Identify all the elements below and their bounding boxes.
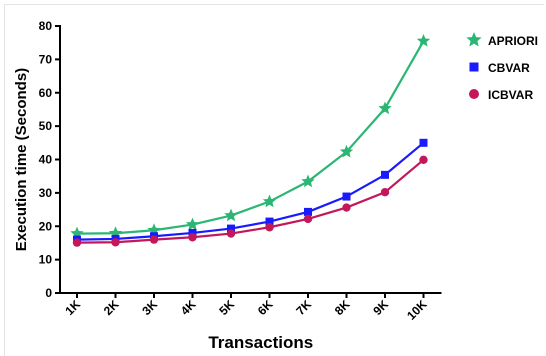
data-point: [304, 207, 312, 216]
data-point: [185, 217, 200, 231]
x-tick-label: 2K: [101, 297, 122, 318]
y-tick-label: 0: [45, 286, 52, 300]
data-point: [339, 144, 354, 158]
x-tick-label: 8K: [332, 297, 353, 318]
data-point: [111, 238, 120, 247]
data-point: [416, 34, 431, 47]
x-tick-label: 1K: [62, 297, 83, 318]
legend-item: APRIORI: [466, 32, 538, 48]
data-point: [303, 214, 313, 224]
data-point: [301, 174, 315, 188]
y-tick-label: 40: [39, 153, 53, 167]
series-cbvar: [73, 138, 428, 244]
y-tick-label: 30: [39, 186, 53, 200]
legend-marker-circle-icon: [469, 89, 479, 99]
legend-label: ICBVAR: [488, 88, 533, 102]
x-tick-label: 5K: [216, 297, 237, 318]
data-point: [342, 203, 351, 212]
legend-item: CBVAR: [469, 61, 530, 75]
y-tick-label: 70: [39, 52, 53, 66]
data-point: [419, 155, 428, 165]
data-point: [226, 229, 236, 238]
x-tick-label: 4K: [178, 297, 199, 318]
series-line: [76, 141, 425, 241]
legend-marker-star-icon: [466, 32, 482, 47]
series-line: [76, 158, 425, 244]
data-point: [188, 228, 197, 237]
data-point: [419, 138, 428, 147]
x-axis-title: Transactions: [208, 333, 313, 352]
data-point: [188, 233, 197, 242]
data-point: [227, 224, 235, 233]
legend-label: APRIORI: [488, 34, 538, 48]
data-point: [378, 101, 392, 115]
data-point: [262, 194, 277, 208]
series-layer: [70, 34, 431, 247]
data-point: [265, 217, 274, 226]
legend-label: CBVAR: [488, 61, 530, 75]
legend-item: ICBVAR: [469, 88, 533, 102]
data-point: [342, 192, 351, 201]
x-tick-label: 3K: [139, 297, 160, 318]
data-point: [149, 235, 159, 244]
x-tick-label: 9K: [370, 297, 391, 318]
x-tick-label: 10K: [404, 297, 430, 323]
data-point: [380, 188, 390, 197]
y-tick-label: 20: [39, 219, 53, 233]
chart-frame: [4, 4, 544, 356]
legend-marker-square-icon: [469, 62, 479, 72]
x-tick-label: 7K: [293, 297, 314, 318]
legend: APRIORI CBVAR ICBVAR: [466, 32, 538, 102]
series-apriori: [70, 34, 431, 240]
y-ticks: 0 10 20 30 40 50 60 70 80: [39, 19, 60, 300]
y-tick-label: 80: [39, 19, 53, 33]
y-tick-label: 60: [39, 86, 53, 100]
x-ticks: 1K 2K 3K 4K 5K 6K 7K 8K 9K 10K: [62, 293, 430, 323]
data-point: [265, 223, 274, 232]
y-tick-label: 50: [39, 119, 53, 133]
data-point: [381, 170, 389, 179]
axes: [59, 25, 442, 294]
y-tick-label: 10: [39, 253, 53, 267]
y-axis-title: Execution time (Seconds): [13, 68, 30, 251]
data-point: [224, 208, 238, 222]
series-line: [76, 40, 425, 235]
x-tick-label: 6K: [255, 297, 276, 318]
data-point: [72, 238, 82, 247]
series-icbvar: [72, 155, 428, 247]
